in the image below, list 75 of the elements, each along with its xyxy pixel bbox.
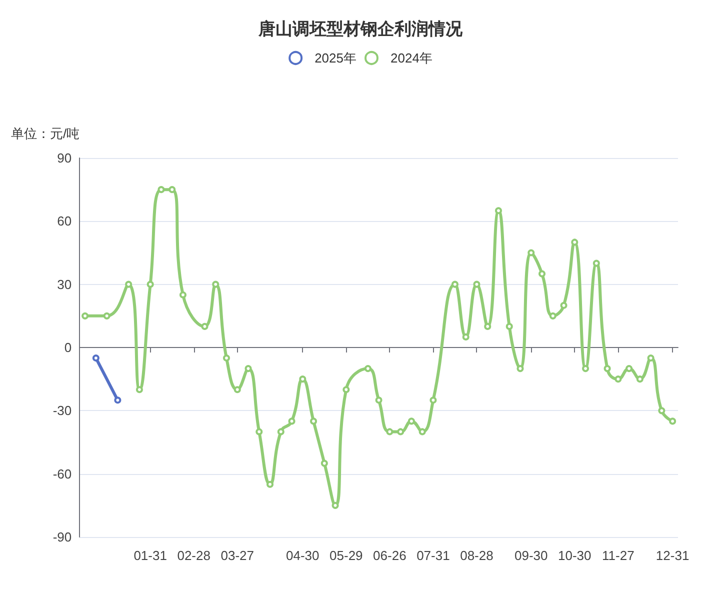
point (114, 396, 122, 404)
point (582, 365, 590, 372)
point (168, 186, 176, 194)
point (386, 428, 394, 436)
x-tick-label: 03-27 (220, 548, 254, 563)
point (528, 249, 535, 256)
point (397, 428, 404, 436)
point (82, 312, 89, 320)
point (332, 502, 339, 509)
x-tick-label: 06-26 (373, 548, 406, 563)
point (647, 354, 654, 362)
x-tick-label: 07-31 (416, 548, 450, 563)
point (92, 354, 100, 362)
point (592, 260, 600, 267)
point (430, 396, 437, 404)
x-tick-label: 10-30 (558, 548, 592, 563)
y-tick-label: 0 (64, 340, 72, 355)
point (320, 460, 328, 467)
point (516, 365, 524, 372)
point (256, 428, 263, 436)
point (342, 386, 350, 394)
point (266, 480, 274, 488)
point (549, 312, 556, 320)
point (604, 365, 611, 372)
point (212, 280, 220, 288)
point (473, 280, 480, 288)
point (462, 333, 470, 340)
point (494, 207, 502, 214)
legend-label: 2025年 (314, 50, 356, 66)
point (222, 354, 230, 362)
point (299, 376, 306, 383)
chart-title: 唐山调坯型材钢企利润情况 (258, 20, 464, 40)
point (451, 280, 458, 288)
point (158, 186, 165, 194)
point (669, 418, 676, 425)
point (538, 270, 546, 278)
y-axis-title: 单位：元/吨 (10, 126, 80, 141)
x-tick-label: 08-28 (460, 548, 494, 563)
point (364, 365, 372, 372)
x-tick-label: 11-27 (602, 548, 634, 563)
point (571, 238, 578, 246)
point (103, 312, 110, 320)
point (179, 291, 186, 298)
x-tick-label: 02-28 (177, 548, 210, 563)
y-tick-label: 60 (57, 214, 72, 229)
y-tick-label: 30 (57, 276, 72, 292)
point (125, 280, 132, 288)
point (418, 428, 426, 436)
x-tick-label: 09-30 (514, 548, 548, 563)
point (244, 365, 252, 372)
point (234, 386, 241, 394)
point (484, 322, 492, 330)
x-tick-label: 01-31 (134, 548, 167, 563)
point (626, 365, 633, 372)
y-tick-label: -30 (52, 403, 72, 418)
point (614, 376, 622, 383)
point (146, 280, 154, 288)
y-tick-label: -60 (52, 466, 72, 482)
y-tick-label: -90 (52, 530, 72, 544)
point (658, 407, 666, 414)
point (408, 418, 415, 425)
point (136, 386, 143, 394)
x-tick-label: 05-29 (330, 548, 363, 563)
y-tick-label: 90 (57, 150, 72, 166)
point (375, 396, 382, 404)
point (277, 428, 284, 436)
x-tick-label: 12-31 (656, 548, 690, 563)
x-tick-label: 04-30 (286, 548, 320, 563)
point (636, 376, 644, 383)
point (288, 418, 296, 425)
point (560, 302, 568, 309)
point (201, 322, 208, 330)
legend-label: 2024年 (390, 50, 432, 66)
point (310, 418, 318, 425)
point (506, 322, 513, 330)
